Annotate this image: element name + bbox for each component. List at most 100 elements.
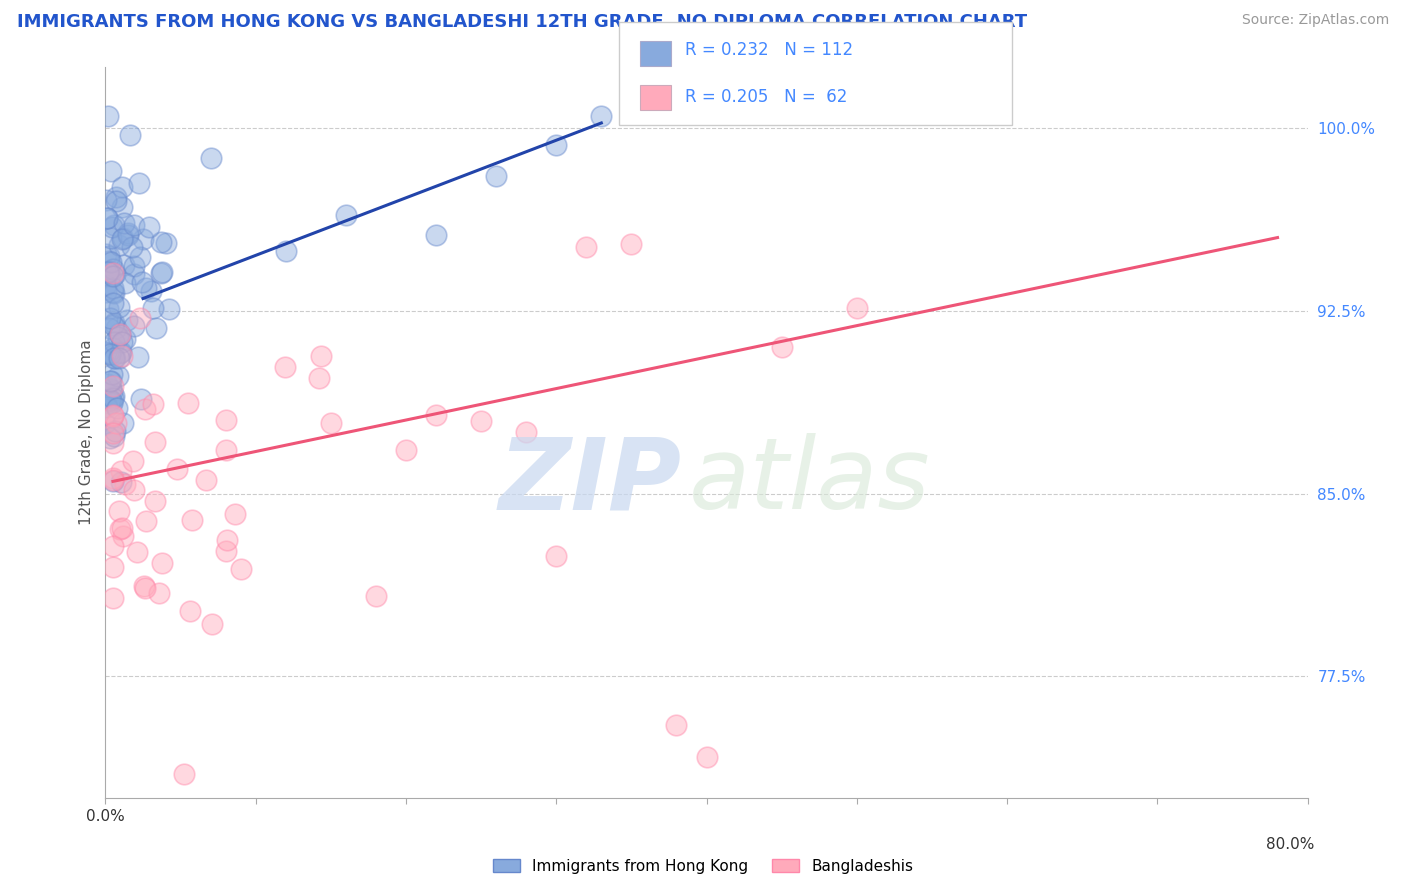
Point <box>111 232 134 246</box>
Point <box>117 313 139 327</box>
Point <box>101 591 124 605</box>
Point <box>98 431 121 445</box>
Point <box>101 409 124 424</box>
Point <box>101 268 124 283</box>
Point <box>114 477 136 491</box>
Point <box>309 350 332 364</box>
Point <box>108 328 131 343</box>
Point <box>101 220 124 235</box>
Point <box>101 473 124 487</box>
Point <box>142 397 165 411</box>
Point <box>132 231 155 245</box>
Point <box>135 515 157 529</box>
Point <box>103 295 125 310</box>
Point <box>103 351 125 366</box>
Point <box>141 284 163 298</box>
Point <box>103 334 125 349</box>
Point <box>97 346 120 360</box>
Point <box>122 483 145 498</box>
Point <box>105 321 128 335</box>
Point <box>94 417 117 431</box>
Point <box>97 249 120 263</box>
Point <box>114 276 136 290</box>
Point <box>142 301 165 316</box>
Point <box>134 402 156 417</box>
Point <box>114 332 136 346</box>
Point <box>128 311 150 326</box>
Point <box>97 302 120 317</box>
Point <box>96 247 118 261</box>
Point <box>124 259 146 273</box>
Point <box>110 522 132 536</box>
Point <box>308 371 330 385</box>
Point <box>110 327 132 342</box>
Point <box>110 464 132 478</box>
Point <box>101 266 124 280</box>
Point <box>101 384 124 399</box>
Point <box>166 462 188 476</box>
Point <box>101 391 124 405</box>
Point <box>98 321 121 335</box>
Point <box>117 226 139 240</box>
Point <box>110 344 132 359</box>
Point <box>575 240 598 254</box>
Point <box>97 109 120 123</box>
Point <box>103 219 125 233</box>
Y-axis label: 12th Grade, No Diploma: 12th Grade, No Diploma <box>79 340 94 525</box>
Point <box>100 231 122 245</box>
Point <box>105 401 128 415</box>
Point <box>98 374 121 388</box>
Text: ZIP: ZIP <box>499 434 682 530</box>
Point <box>111 200 134 214</box>
Point <box>110 346 132 360</box>
Point <box>100 392 122 407</box>
Point <box>155 236 177 251</box>
Point <box>546 549 568 564</box>
Point <box>200 151 222 165</box>
Point <box>101 262 124 277</box>
Point <box>696 750 718 764</box>
Point <box>103 389 125 403</box>
Point <box>96 376 118 391</box>
Point <box>665 718 688 732</box>
Point <box>104 351 127 366</box>
Point <box>111 335 134 350</box>
Point <box>94 193 117 207</box>
Point <box>103 286 125 301</box>
Point <box>112 416 135 430</box>
Point <box>103 429 125 443</box>
Point <box>104 190 127 204</box>
Point <box>214 413 236 427</box>
Point <box>214 544 236 558</box>
Point <box>118 128 141 142</box>
Point <box>111 180 134 194</box>
Text: IMMIGRANTS FROM HONG KONG VS BANGLADESHI 12TH GRADE, NO DIPLOMA CORRELATION CHAR: IMMIGRANTS FROM HONG KONG VS BANGLADESHI… <box>17 13 1026 31</box>
Point <box>591 109 613 123</box>
Point <box>128 176 150 190</box>
Point <box>194 473 217 487</box>
Point <box>134 581 156 595</box>
Point <box>100 374 122 388</box>
Point <box>117 227 139 242</box>
Point <box>125 545 148 559</box>
Point <box>224 507 246 521</box>
Text: Source: ZipAtlas.com: Source: ZipAtlas.com <box>1241 13 1389 28</box>
Point <box>101 410 124 425</box>
Point <box>143 494 166 508</box>
Point <box>150 264 173 278</box>
Point <box>131 275 153 289</box>
Point <box>108 301 131 315</box>
Point <box>101 341 124 355</box>
Point <box>138 219 160 234</box>
Point <box>515 425 537 440</box>
Point <box>101 475 124 489</box>
Point <box>98 347 121 361</box>
Point <box>101 396 124 410</box>
Point <box>229 562 252 576</box>
Point <box>111 521 134 535</box>
Point <box>108 326 131 341</box>
Point <box>105 194 128 209</box>
Point <box>101 378 124 392</box>
Text: R = 0.232   N = 112: R = 0.232 N = 112 <box>685 41 853 59</box>
Point <box>103 285 125 300</box>
